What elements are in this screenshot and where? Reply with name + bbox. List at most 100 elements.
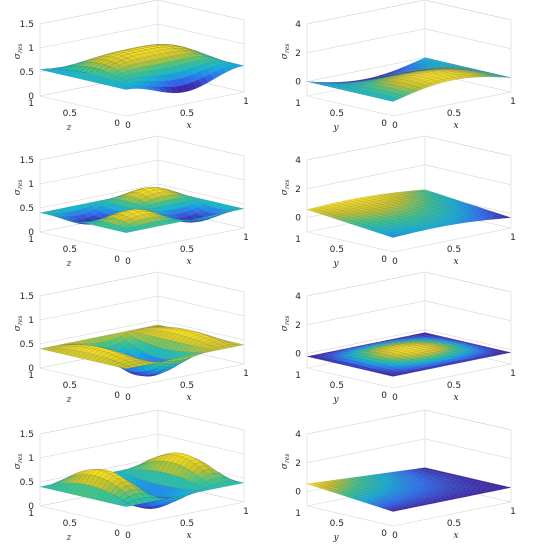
x-axis-label: x [186,121,191,131]
z-tick-label: 0.5 [20,68,34,78]
y-axis-label: z [66,123,72,133]
z-axis-label: σres [13,316,24,332]
x-axis-label: x [453,531,458,541]
x-tick-label: 0.5 [447,245,461,255]
y-axis-label: y [332,259,339,269]
y-tick-label: 0.5 [63,381,77,391]
surface [39,187,245,233]
surface [306,189,512,238]
y-axis-label: z [66,259,72,269]
x-tick-label: 1 [510,507,516,517]
y-tick-label: 1 [28,371,34,381]
x-tick-label: 0 [392,121,398,131]
x-tick-label: 0 [392,257,398,267]
axes-box [306,409,512,527]
y-tick-label: 0.5 [63,519,77,529]
z-tick-label: 0 [28,364,34,374]
z-tick-label: 1 [28,316,34,326]
z-tick-label: 4 [295,292,301,302]
z-tick-label: 1 [28,180,34,190]
y-tick-label: 1 [28,509,34,519]
x-tick-label: 0.5 [180,245,194,255]
z-tick-label: 1.5 [20,156,34,166]
z-tick-label: 4 [295,20,301,30]
z-tick-label: 1 [28,44,34,54]
x-tick-label: 1 [243,97,249,107]
y-tick-label: 0.5 [330,381,344,391]
x-tick-label: 1 [510,369,516,379]
x-axis-label: x [453,393,458,403]
x-tick-label: 0 [392,393,398,403]
x-axis-label: x [453,257,458,267]
y-tick-label: 0 [381,255,387,265]
z-tick-label: 0 [295,350,301,360]
x-tick-label: 0.5 [447,381,461,391]
y-tick-label: 0 [381,391,387,401]
y-tick-label: 1 [295,371,301,381]
z-axis-label: σres [13,180,24,196]
z-tick-label: 0 [28,228,34,238]
z-tick-label: 0.5 [20,204,34,214]
y-tick-label: 0 [381,529,387,539]
x-axis-label: x [453,121,458,131]
x-tick-label: 1 [510,97,516,107]
y-tick-label: 1 [295,509,301,519]
z-tick-label: 1.5 [20,430,34,440]
y-tick-label: 0.5 [330,109,344,119]
x-tick-label: 0 [125,257,131,267]
z-tick-label: 2 [295,185,301,195]
z-tick-label: 1 [28,454,34,464]
z-tick-label: 0.5 [20,478,34,488]
y-tick-label: 0.5 [63,245,77,255]
y-axis-label: y [332,395,339,405]
x-axis-label: x [186,393,191,403]
y-tick-label: 0 [114,119,120,129]
z-tick-label: 1.5 [20,20,34,30]
y-tick-label: 0.5 [330,245,344,255]
y-tick-label: 0 [381,119,387,129]
y-axis-label: y [332,123,339,133]
x-tick-label: 0 [125,121,131,131]
y-axis-label: z [66,533,72,543]
x-tick-label: 0.5 [180,381,194,391]
z-tick-label: 0 [28,92,34,102]
z-tick-label: 0 [295,78,301,88]
x-tick-label: 0.5 [180,519,194,529]
z-axis-label: σres [280,316,291,332]
surface [39,44,245,94]
y-tick-label: 1 [28,235,34,245]
y-tick-label: 1 [28,99,34,109]
x-tick-label: 0.5 [447,109,461,119]
surface [306,332,512,377]
z-tick-label: 0 [295,214,301,224]
y-tick-label: 0.5 [63,109,77,119]
surface [39,324,245,377]
x-tick-label: 0 [125,531,131,541]
surface [306,57,512,102]
y-tick-label: 0 [114,391,120,401]
x-tick-label: 0.5 [447,519,461,529]
y-tick-label: 1 [295,235,301,245]
y-tick-label: 0 [114,255,120,265]
z-tick-label: 4 [295,156,301,166]
z-axis-label: σres [13,454,24,470]
z-tick-label: 1.5 [20,292,34,302]
y-tick-label: 0.5 [330,519,344,529]
z-tick-label: 4 [295,430,301,440]
z-tick-label: 2 [295,321,301,331]
x-tick-label: 1 [243,369,249,379]
z-tick-label: 0 [295,488,301,498]
z-axis-label: σres [280,454,291,470]
z-tick-label: 0 [28,502,34,512]
x-axis-label: x [186,257,191,267]
x-tick-label: 0 [125,393,131,403]
